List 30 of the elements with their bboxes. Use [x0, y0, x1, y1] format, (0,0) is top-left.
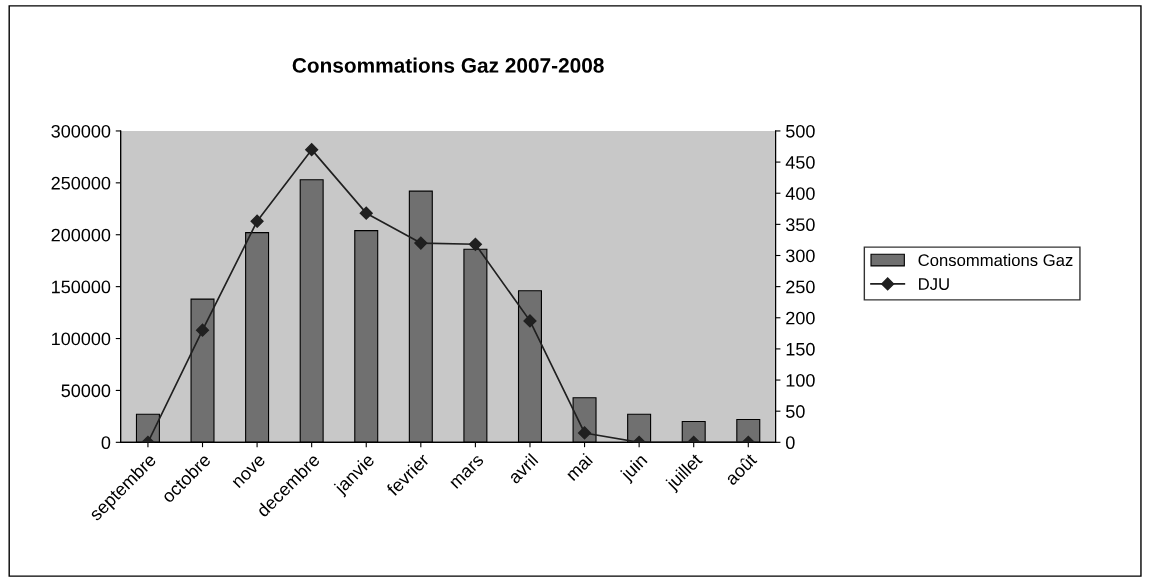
- y-tick-label: 150000: [52, 280, 111, 294]
- y-tick-label: 250000: [51, 176, 111, 190]
- y-tick-label: 300000: [51, 124, 111, 138]
- y2-tick-label: 100: [786, 373, 815, 387]
- y2-tick-label: 50: [786, 405, 805, 418]
- x-tick-label: juin: [618, 452, 651, 485]
- y2-tick-label: 200: [786, 311, 815, 325]
- point: [305, 143, 319, 157]
- point: [250, 214, 264, 228]
- y2-tick-label: 300: [785, 249, 815, 263]
- y-tick-label: 50000: [61, 384, 111, 398]
- point: [468, 237, 482, 251]
- point: [195, 323, 210, 337]
- y2-tick-label: 150: [786, 342, 815, 356]
- point: [359, 206, 373, 220]
- point: [414, 236, 428, 250]
- y2-tick-label: 450: [785, 156, 815, 169]
- y2-tick-label: 0: [786, 436, 795, 450]
- y2-tick-label: 500: [786, 124, 815, 138]
- legend-label: Consommations Gaz: [918, 253, 1073, 267]
- point: [523, 314, 537, 328]
- y-tick-label: 0: [101, 436, 111, 450]
- x-tick-label: mai: [564, 452, 594, 482]
- y2-tick-label: 250: [786, 280, 815, 294]
- chart-title: Consommations Gaz 2007-2008: [292, 57, 604, 73]
- y-tick-label: 100000: [52, 332, 111, 346]
- y2-tick-label: 350: [785, 218, 815, 232]
- legend-label: DJU: [919, 278, 949, 290]
- y2-tick-label: 400: [785, 187, 815, 200]
- y-tick-label: 200000: [51, 228, 111, 242]
